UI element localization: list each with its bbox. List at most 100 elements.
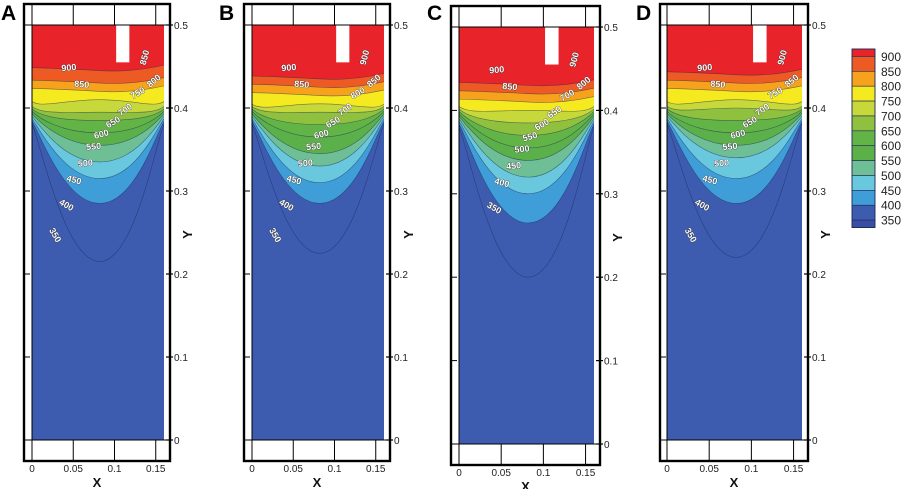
x-axis-label: X xyxy=(730,475,739,489)
y-tick-label: 0.5 xyxy=(174,21,188,32)
legend-swatch xyxy=(851,48,876,57)
contour-label: 850 xyxy=(502,81,518,92)
contour-label: 900 xyxy=(489,64,505,75)
y-tick-label: 0.1 xyxy=(812,353,826,364)
legend-label: 400 xyxy=(881,199,901,213)
legend-swatch xyxy=(851,100,876,117)
axes-frame xyxy=(658,2,810,463)
legend-swatch xyxy=(851,56,876,72)
panels-group: 9008508508007507006506005505004504003500… xyxy=(1,2,833,489)
legend-swatch xyxy=(851,85,876,102)
panel-letter: A xyxy=(1,2,16,25)
y-tick-label: 0.1 xyxy=(394,353,408,364)
y-tick-label: 0.3 xyxy=(394,187,408,198)
y-tick-label: 0.2 xyxy=(174,270,188,281)
y-tick-label: 0.2 xyxy=(812,270,826,281)
x-tick-label: 0.1 xyxy=(536,468,550,479)
inlet-slot xyxy=(545,27,559,65)
legend-swatch xyxy=(851,71,876,87)
legend-swatch xyxy=(851,204,876,221)
panel-letter: D xyxy=(636,2,651,25)
contour-label: 600 xyxy=(313,127,330,141)
contour-bands xyxy=(32,25,164,262)
contour-label: 450 xyxy=(506,160,522,171)
x-tick-label: 0 xyxy=(456,468,462,479)
contour-label: 500 xyxy=(714,157,730,168)
x-tick-label: 0.15 xyxy=(576,468,596,479)
x-tick-label: 0.1 xyxy=(108,464,122,475)
x-tick-label: 0.15 xyxy=(146,464,166,475)
contour-label: 450 xyxy=(285,173,302,187)
isotherm-band-900 xyxy=(667,25,802,76)
axes-frame xyxy=(22,2,172,463)
contour-label: 900 xyxy=(358,49,372,66)
contour-label: 850 xyxy=(710,79,726,90)
x-axis-label: X xyxy=(313,475,322,489)
axes-frame xyxy=(449,4,602,467)
y-tick-label: 0.5 xyxy=(394,21,408,32)
inlet-slot xyxy=(336,25,350,63)
x-tick-label: 0.05 xyxy=(491,468,511,479)
contour-label: 450 xyxy=(65,173,82,187)
contour-label: 850 xyxy=(74,79,90,90)
y-tick-label: 0.5 xyxy=(604,23,618,34)
contour-label: 900 xyxy=(61,62,77,73)
y-tick-label: 0.2 xyxy=(604,273,618,284)
legend-label: 750 xyxy=(881,95,901,109)
contour-label: 850 xyxy=(294,79,310,90)
isotherm-band-900 xyxy=(252,25,384,80)
panel-a: 9008508508007507006506005505004504003500… xyxy=(1,2,195,489)
contour-label: 500 xyxy=(77,157,93,168)
x-tick-label: 0 xyxy=(664,464,670,475)
contour-label: 500 xyxy=(514,143,530,154)
x-tick-label: 0.15 xyxy=(366,464,386,475)
panel-b: 9008509008508007006506005505004504003500… xyxy=(219,2,416,489)
panel-letter: C xyxy=(427,2,442,25)
y-axis-label: Y xyxy=(180,230,195,239)
contour-label: 850 xyxy=(138,49,152,66)
x-axis-label: X xyxy=(93,475,102,489)
y-tick-label: 0 xyxy=(604,440,610,451)
contour-bands xyxy=(667,25,802,258)
contour-label: 550 xyxy=(86,141,102,152)
y-tick-label: 0.1 xyxy=(604,357,618,368)
isotherm-band-900 xyxy=(32,25,164,72)
y-axis-label: Y xyxy=(818,230,833,239)
legend-swatch xyxy=(851,115,876,132)
y-tick-label: 0.4 xyxy=(394,104,408,115)
panel-d: 9008509008507507006506005505004504003500… xyxy=(636,2,833,489)
contour-label: 900 xyxy=(281,62,297,73)
legend-label: 450 xyxy=(881,184,901,198)
legend-label: 550 xyxy=(881,154,901,168)
legend-swatch xyxy=(851,190,876,206)
y-axis-label: Y xyxy=(610,233,625,242)
contour-label: 500 xyxy=(297,157,313,168)
contour-label: 550 xyxy=(722,141,738,152)
contour-bands xyxy=(459,27,594,278)
legend-label: 700 xyxy=(881,109,901,123)
legend-label: 600 xyxy=(881,139,901,153)
legend-label: 800 xyxy=(881,80,901,94)
contour-label: 550 xyxy=(306,141,322,152)
y-tick-label: 0.1 xyxy=(174,353,188,364)
x-tick-label: 0.05 xyxy=(64,464,84,475)
inlet-slot xyxy=(116,25,130,63)
y-tick-label: 0.3 xyxy=(812,187,826,198)
legend-label: 350 xyxy=(881,214,901,228)
axes-frame xyxy=(242,2,392,463)
x-tick-label: 0.1 xyxy=(328,464,342,475)
legend-label: 500 xyxy=(881,169,901,183)
y-tick-label: 0.5 xyxy=(812,21,826,32)
legend-label: 650 xyxy=(881,124,901,138)
x-tick-label: 0.1 xyxy=(744,464,758,475)
legend-swatch xyxy=(851,145,876,161)
y-axis-label: Y xyxy=(401,230,416,239)
contour-label: 400 xyxy=(493,176,510,190)
legend-swatch xyxy=(851,175,876,191)
legend-label: 850 xyxy=(881,65,901,79)
x-axis-label: X xyxy=(521,479,530,489)
inlet-slot xyxy=(753,25,767,63)
